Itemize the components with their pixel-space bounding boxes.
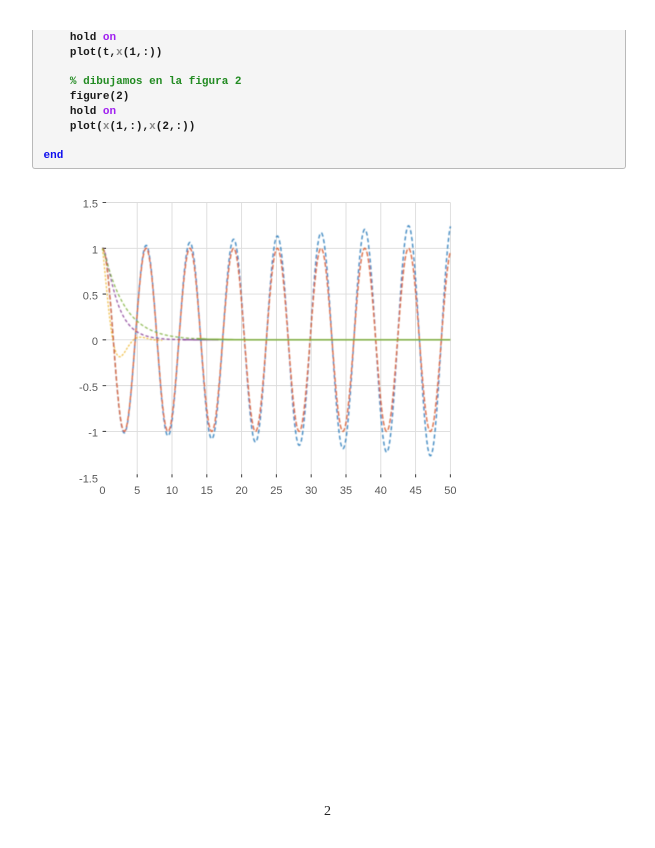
svg-text:1: 1: [92, 245, 98, 257]
svg-text:1.5: 1.5: [83, 199, 98, 211]
svg-text:35: 35: [340, 485, 352, 497]
svg-text:30: 30: [305, 485, 317, 497]
svg-text:20: 20: [235, 485, 247, 497]
svg-text:-0.5: -0.5: [79, 382, 98, 394]
svg-text:-1: -1: [88, 428, 98, 440]
svg-text:-1.5: -1.5: [79, 473, 98, 485]
svg-text:0: 0: [99, 485, 105, 497]
svg-text:40: 40: [375, 485, 387, 497]
svg-text:5: 5: [134, 485, 140, 497]
svg-text:0: 0: [92, 336, 98, 348]
svg-text:25: 25: [270, 485, 282, 497]
svg-text:50: 50: [444, 485, 456, 497]
svg-text:0.5: 0.5: [83, 290, 98, 302]
svg-text:45: 45: [409, 485, 421, 497]
svg-text:15: 15: [201, 485, 213, 497]
svg-text:10: 10: [166, 485, 178, 497]
